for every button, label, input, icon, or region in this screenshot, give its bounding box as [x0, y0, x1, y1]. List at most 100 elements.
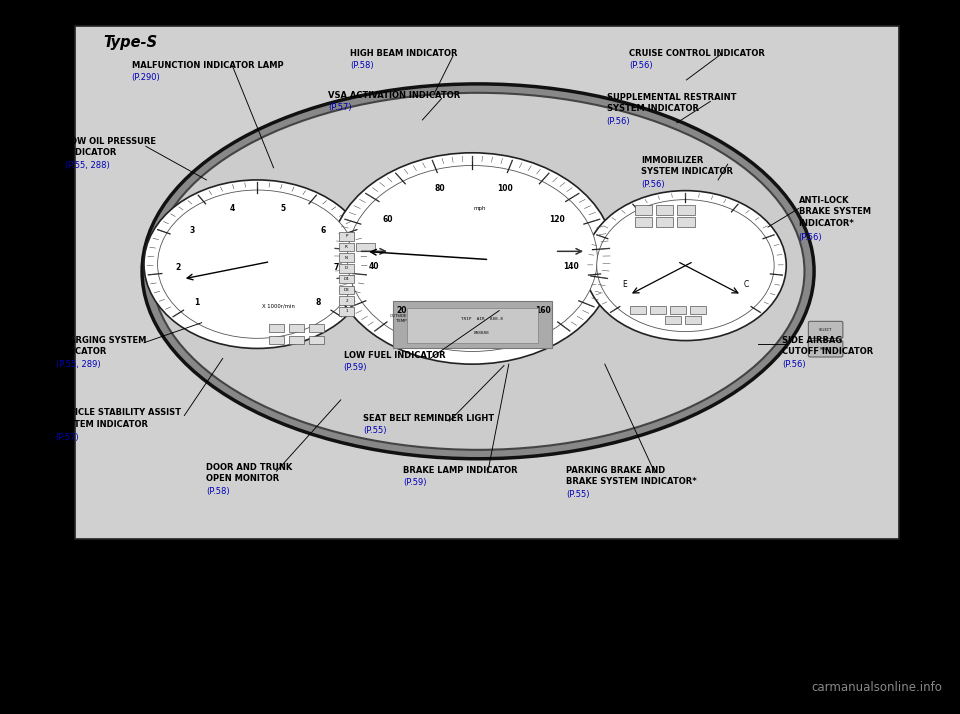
Text: 2: 2 — [176, 263, 180, 271]
Text: (P.55): (P.55) — [566, 490, 589, 498]
Text: 60: 60 — [383, 215, 394, 223]
Bar — [636, 218, 652, 227]
Bar — [407, 308, 538, 343]
Text: C: C — [743, 280, 749, 289]
Text: 160: 160 — [535, 306, 550, 316]
Bar — [339, 232, 354, 241]
Text: N: N — [345, 256, 348, 260]
Bar — [289, 324, 304, 331]
Text: 1: 1 — [194, 298, 199, 306]
Text: (P.290): (P.290) — [132, 73, 160, 82]
Bar — [685, 316, 701, 324]
Bar — [289, 336, 304, 343]
Bar — [339, 264, 354, 273]
Bar — [339, 243, 354, 251]
Bar — [339, 296, 354, 305]
FancyBboxPatch shape — [808, 341, 843, 357]
Bar — [690, 306, 706, 314]
Bar — [309, 336, 324, 343]
Circle shape — [157, 190, 357, 338]
Text: 6: 6 — [321, 226, 325, 236]
Text: (P.57): (P.57) — [328, 104, 352, 113]
Text: DOOR AND TRUNK
OPEN MONITOR: DOOR AND TRUNK OPEN MONITOR — [206, 463, 293, 483]
Text: SIDE AIRBAG
CUTOFF INDICATOR: SIDE AIRBAG CUTOFF INDICATOR — [782, 336, 874, 356]
Text: 2: 2 — [346, 298, 348, 303]
Bar — [678, 206, 694, 215]
Text: 80: 80 — [434, 184, 444, 193]
Circle shape — [585, 191, 786, 341]
Text: (P.55, 288): (P.55, 288) — [65, 161, 110, 170]
Bar — [356, 243, 374, 251]
Text: 140: 140 — [564, 262, 579, 271]
Text: 8: 8 — [315, 298, 321, 306]
Text: SEAT BELT REMINDER LIGHT: SEAT BELT REMINDER LIGHT — [363, 414, 494, 423]
Text: D: D — [345, 266, 348, 271]
Text: (P.55): (P.55) — [363, 426, 386, 436]
Text: (P.59): (P.59) — [344, 363, 367, 373]
Text: R: R — [345, 245, 348, 249]
Text: E: E — [623, 280, 627, 289]
Ellipse shape — [152, 93, 804, 450]
Circle shape — [144, 180, 371, 348]
Text: PARKING BRAKE AND
BRAKE SYSTEM INDICATOR*: PARKING BRAKE AND BRAKE SYSTEM INDICATOR… — [566, 466, 697, 486]
Bar — [657, 218, 673, 227]
Text: (P.57): (P.57) — [56, 433, 80, 441]
Bar — [269, 324, 284, 331]
Ellipse shape — [142, 84, 814, 459]
Text: 40: 40 — [369, 262, 379, 271]
Text: CHARGING SYSTEM
INDICATOR: CHARGING SYSTEM INDICATOR — [56, 336, 146, 356]
Text: HIGH BEAM INDICATOR: HIGH BEAM INDICATOR — [350, 49, 458, 58]
Text: CRUISE CONTROL INDICATOR: CRUISE CONTROL INDICATOR — [629, 49, 765, 58]
Bar — [670, 306, 685, 314]
Text: (P.58): (P.58) — [350, 61, 374, 70]
Text: MALFUNCTION INDICATOR LAMP: MALFUNCTION INDICATOR LAMP — [132, 61, 283, 70]
Bar — [339, 286, 354, 294]
Text: VEHICLE STABILITY ASSIST
SYSTEM INDICATOR: VEHICLE STABILITY ASSIST SYSTEM INDICATO… — [56, 408, 180, 428]
Bar — [339, 253, 354, 262]
Text: (P.58): (P.58) — [206, 487, 230, 496]
Text: mph: mph — [473, 206, 487, 211]
Text: SUPPLEMENTAL RESTRAINT
SYSTEM INDICATOR: SUPPLEMENTAL RESTRAINT SYSTEM INDICATOR — [607, 93, 736, 113]
Circle shape — [330, 153, 614, 364]
Text: 20: 20 — [396, 306, 407, 316]
Text: LOW FUEL INDICATOR: LOW FUEL INDICATOR — [344, 351, 445, 361]
Text: RESET: RESET — [820, 347, 831, 351]
Bar — [269, 336, 284, 343]
Text: P: P — [346, 234, 348, 238]
Circle shape — [348, 166, 597, 351]
Text: X 1000r/min: X 1000r/min — [262, 303, 295, 308]
Bar — [339, 307, 354, 316]
Text: ANTI-LOCK
BRAKE SYSTEM
INDICATOR*: ANTI-LOCK BRAKE SYSTEM INDICATOR* — [799, 196, 871, 228]
Text: BRAKE LAMP INDICATOR: BRAKE LAMP INDICATOR — [403, 466, 517, 475]
Bar — [650, 306, 665, 314]
Circle shape — [597, 200, 774, 331]
Bar — [630, 306, 645, 314]
FancyBboxPatch shape — [808, 321, 843, 338]
Text: carmanualsonline.info: carmanualsonline.info — [812, 681, 943, 694]
Text: IMMOBILIZER
SYSTEM INDICATOR: IMMOBILIZER SYSTEM INDICATOR — [641, 156, 733, 176]
Bar — [636, 206, 652, 215]
Text: D3: D3 — [344, 288, 349, 292]
Text: (P.56): (P.56) — [607, 117, 631, 126]
Text: 7: 7 — [334, 263, 339, 271]
Text: (P.56): (P.56) — [782, 360, 806, 368]
Text: (P.56): (P.56) — [629, 61, 653, 70]
Text: D4: D4 — [344, 277, 349, 281]
Text: TRIP  AIR  888.8: TRIP AIR 888.8 — [461, 317, 503, 321]
Bar — [393, 301, 552, 348]
Text: Type-S: Type-S — [104, 35, 157, 51]
Text: (P.56): (P.56) — [799, 233, 823, 241]
Bar — [657, 206, 673, 215]
Text: 100: 100 — [497, 184, 513, 193]
Text: (P.59): (P.59) — [403, 478, 426, 487]
Text: 4: 4 — [229, 203, 234, 213]
Text: LOW OIL PRESSURE
INDICATOR: LOW OIL PRESSURE INDICATOR — [65, 137, 156, 157]
Text: 1: 1 — [346, 309, 348, 313]
Text: (P.55, 289): (P.55, 289) — [56, 360, 100, 368]
Bar — [665, 316, 681, 324]
Text: 5: 5 — [280, 203, 285, 213]
Text: VSA ACTIVATION INDICATOR: VSA ACTIVATION INDICATOR — [328, 91, 461, 101]
Text: (P.56): (P.56) — [641, 180, 665, 188]
Text: 888888: 888888 — [474, 331, 490, 335]
Bar — [339, 275, 354, 283]
